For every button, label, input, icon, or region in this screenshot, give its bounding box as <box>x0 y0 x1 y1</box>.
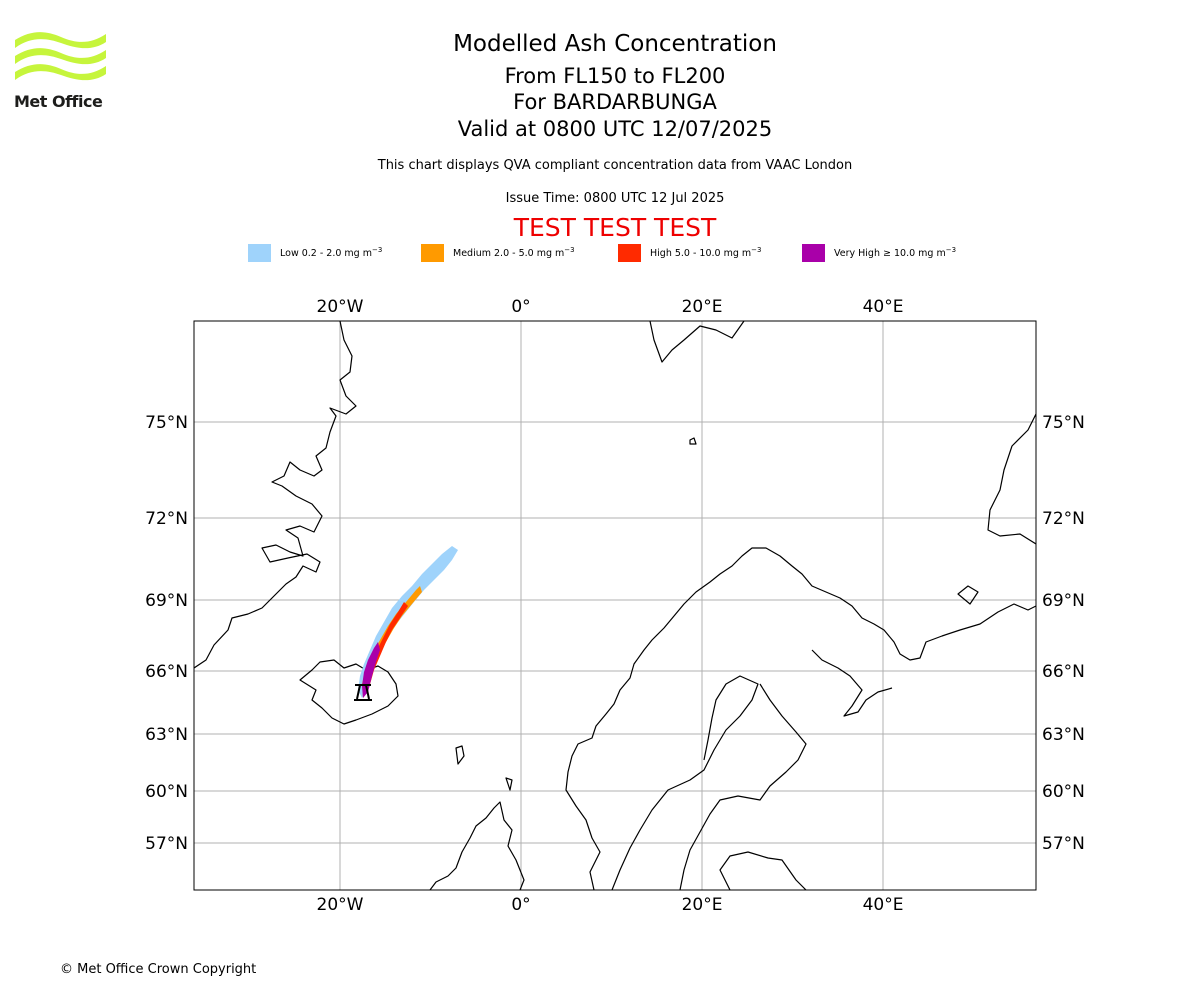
legend-label-low: Low 0.2 - 2.0 mg m−3 <box>280 246 383 260</box>
valid-time: Valid at 0800 UTC 12/07/2025 <box>457 117 773 141</box>
legend-item-medium: Medium 2.0 - 5.0 mg m−3 <box>421 244 575 262</box>
svalbard-coast <box>649 321 745 363</box>
lon-tick-top-20w: 20°W <box>317 297 364 317</box>
coastlines <box>194 321 1036 890</box>
lon-tick-bottom-20w: 20°W <box>317 895 364 915</box>
baltic-coast <box>719 851 807 890</box>
lat-tick-right-63n: 63°N <box>1042 725 1085 745</box>
shetland-coast <box>505 777 513 791</box>
lon-tick-bottom-40e: 40°E <box>863 895 904 915</box>
lon-tick-bottom-20e: 20°E <box>682 895 723 915</box>
legend-label-very-high: Very High ≥ 10.0 mg m−3 <box>834 246 957 260</box>
legend-swatch-high <box>618 244 641 262</box>
lat-tick-right-69n: 69°N <box>1042 591 1085 611</box>
lat-tick-left-66n: 66°N <box>145 662 188 682</box>
lon-tick-top-40e: 40°E <box>863 297 904 317</box>
ash-plume <box>358 546 458 698</box>
met-office-logo-icon <box>15 32 106 81</box>
compliance-note: This chart displays QVA compliant concen… <box>377 158 853 173</box>
legend-swatch-very-high <box>802 244 825 262</box>
legend-item-very-high: Very High ≥ 10.0 mg m−3 <box>802 244 956 262</box>
volcano-name: For BARDARBUNGA <box>513 90 717 114</box>
greenland-coast <box>194 321 357 669</box>
gulf-of-bothnia-coast <box>679 683 807 890</box>
legend-swatch-low <box>248 244 271 262</box>
plume-medium-concentration <box>362 586 422 698</box>
lat-tick-left-57n: 57°N <box>145 834 188 854</box>
lat-tick-left-72n: 72°N <box>145 509 188 529</box>
iceland-coast <box>299 659 399 725</box>
bear-island-coast <box>689 437 697 445</box>
lat-tick-right-60n: 60°N <box>1042 782 1085 802</box>
copyright-notice: © Met Office Crown Copyright <box>60 962 257 977</box>
sweden-finland-border <box>611 675 759 890</box>
novaya-zemlya-coast <box>987 413 1036 545</box>
map-gridlines <box>194 321 1036 890</box>
lat-tick-left-63n: 63°N <box>145 725 188 745</box>
plume-low-concentration <box>358 546 458 698</box>
lat-tick-right-57n: 57°N <box>1042 834 1085 854</box>
kolguev-coast <box>957 585 979 605</box>
legend-swatch-medium <box>421 244 444 262</box>
legend-label-high: High 5.0 - 10.0 mg m−3 <box>650 246 762 260</box>
lat-tick-left-69n: 69°N <box>145 591 188 611</box>
lon-tick-top-0: 0° <box>511 297 530 317</box>
lon-tick-top-20e: 20°E <box>682 297 723 317</box>
legend-item-low: Low 0.2 - 2.0 mg m−3 <box>248 244 382 262</box>
legend-item-high: High 5.0 - 10.0 mg m−3 <box>618 244 762 262</box>
logo-text: Met Office <box>14 92 103 111</box>
faroe-coast <box>455 745 465 765</box>
legend-label-medium: Medium 2.0 - 5.0 mg m−3 <box>453 246 575 260</box>
lat-tick-left-60n: 60°N <box>145 782 188 802</box>
scotland-coast <box>429 801 525 890</box>
lat-tick-right-66n: 66°N <box>1042 662 1085 682</box>
test-banner: TEST TEST TEST <box>513 213 717 242</box>
white-sea-coast <box>811 649 893 717</box>
lat-tick-right-72n: 72°N <box>1042 509 1085 529</box>
flight-level-range: From FL150 to FL200 <box>504 64 726 88</box>
lat-tick-right-75n: 75°N <box>1042 413 1085 433</box>
chart-title: Modelled Ash Concentration <box>453 31 777 57</box>
volcano-icon <box>354 684 372 701</box>
scandinavia-coast <box>565 547 1036 890</box>
lon-tick-bottom-0: 0° <box>511 895 530 915</box>
issue-time: Issue Time: 0800 UTC 12 Jul 2025 <box>505 191 725 206</box>
map-frame <box>193 320 1037 891</box>
lat-tick-left-75n: 75°N <box>145 413 188 433</box>
